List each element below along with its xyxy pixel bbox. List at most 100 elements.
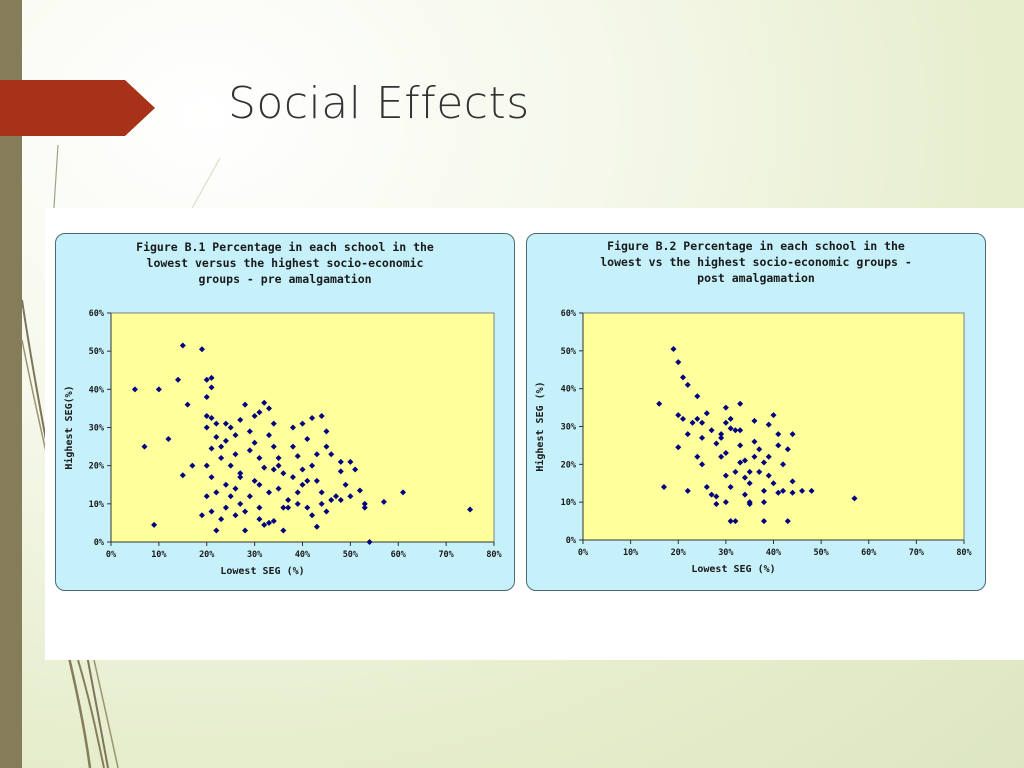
data-point	[184, 401, 191, 408]
data-point	[270, 443, 277, 450]
data-point	[318, 500, 325, 507]
data-point	[775, 442, 782, 449]
data-point	[684, 431, 691, 438]
data-point	[232, 512, 239, 519]
data-point	[285, 504, 292, 511]
data-point	[746, 480, 753, 487]
data-point	[227, 424, 234, 431]
data-point	[751, 417, 758, 424]
data-point	[222, 420, 229, 427]
data-point	[808, 487, 815, 494]
data-point	[151, 521, 158, 528]
y-tick-label: 10%	[89, 500, 105, 510]
data-point	[708, 427, 715, 434]
data-point	[784, 446, 791, 453]
x-tick-label: 40%	[295, 550, 311, 560]
x-tick-label: 0%	[106, 550, 117, 560]
data-point	[218, 443, 225, 450]
data-point	[280, 527, 287, 534]
data-point	[208, 374, 215, 381]
data-point	[203, 424, 210, 431]
x-tick-label: 50%	[343, 550, 359, 560]
data-point	[675, 412, 682, 419]
x-tick-label: 20%	[199, 550, 215, 560]
data-point	[337, 497, 344, 504]
data-point	[342, 481, 349, 488]
data-point	[256, 516, 263, 523]
data-point	[694, 453, 701, 460]
data-point	[198, 346, 205, 353]
data-point	[246, 447, 253, 454]
x-tick-label: 40%	[766, 548, 782, 558]
data-point	[318, 413, 325, 420]
data-point	[155, 386, 162, 393]
plot-area	[582, 312, 965, 541]
data-point	[703, 484, 710, 491]
data-point	[289, 424, 296, 431]
data-point	[775, 489, 782, 496]
chart-title-line: Figure B.1 Percentage in each school in …	[136, 240, 434, 254]
data-point	[265, 489, 272, 496]
data-point	[289, 443, 296, 450]
data-point	[275, 462, 282, 469]
data-point	[799, 487, 806, 494]
data-point	[289, 474, 296, 481]
data-point	[237, 470, 244, 477]
data-point	[213, 489, 220, 496]
data-point	[175, 376, 182, 383]
data-point	[251, 439, 258, 446]
data-point	[323, 443, 330, 450]
slide-title: Social Effects	[228, 78, 530, 129]
data-point	[294, 453, 301, 460]
chart-panel-b2: Figure B.2 Percentage in each school in …	[526, 233, 986, 591]
x-tick-label: 30%	[718, 548, 734, 558]
data-point	[680, 415, 687, 422]
x-tick-label: 80%	[486, 550, 502, 560]
data-point	[737, 459, 744, 466]
data-point	[261, 521, 268, 528]
x-tick-label: 60%	[861, 548, 877, 558]
data-point	[189, 462, 196, 469]
data-point	[179, 342, 186, 349]
x-tick-label: 20%	[671, 548, 687, 558]
data-point	[309, 414, 316, 421]
data-point	[400, 489, 407, 496]
y-tick-label: 60%	[89, 309, 105, 319]
y-tick-label: 30%	[89, 424, 105, 434]
y-tick-label: 0%	[94, 538, 105, 548]
data-point	[737, 442, 744, 449]
chart-title-line: Figure B.2 Percentage in each school in …	[607, 239, 905, 253]
data-point	[213, 420, 220, 427]
data-point	[222, 437, 229, 444]
chart-panel-b1: Figure B.1 Percentage in each school in …	[55, 233, 515, 591]
data-point	[218, 516, 225, 523]
data-point	[275, 485, 282, 492]
data-point	[313, 477, 320, 484]
data-point	[265, 405, 272, 412]
data-point	[232, 451, 239, 458]
data-point	[261, 399, 268, 406]
x-tick-label: 80%	[956, 548, 972, 558]
data-point	[208, 508, 215, 515]
x-axis-label: Lowest SEG (%)	[691, 564, 775, 575]
data-point	[722, 449, 729, 456]
data-point	[361, 500, 368, 507]
data-point	[756, 446, 763, 453]
data-point	[227, 493, 234, 500]
chart-title-line: lowest vs the highest socio-economic gro…	[600, 255, 912, 269]
data-point	[285, 497, 292, 504]
title-chevron-marker	[0, 80, 155, 136]
data-point	[347, 493, 354, 500]
data-point	[304, 504, 311, 511]
data-point	[760, 459, 767, 466]
data-point	[333, 493, 340, 500]
y-tick-label: 10%	[561, 498, 577, 508]
data-point	[275, 455, 282, 462]
data-point	[237, 500, 244, 507]
data-point	[165, 435, 172, 442]
x-tick-label: 70%	[438, 550, 454, 560]
data-point	[237, 416, 244, 423]
scatter-chart-b2: Figure B.2 Percentage in each school in …	[534, 239, 973, 575]
data-point	[694, 415, 701, 422]
data-point	[203, 413, 210, 420]
